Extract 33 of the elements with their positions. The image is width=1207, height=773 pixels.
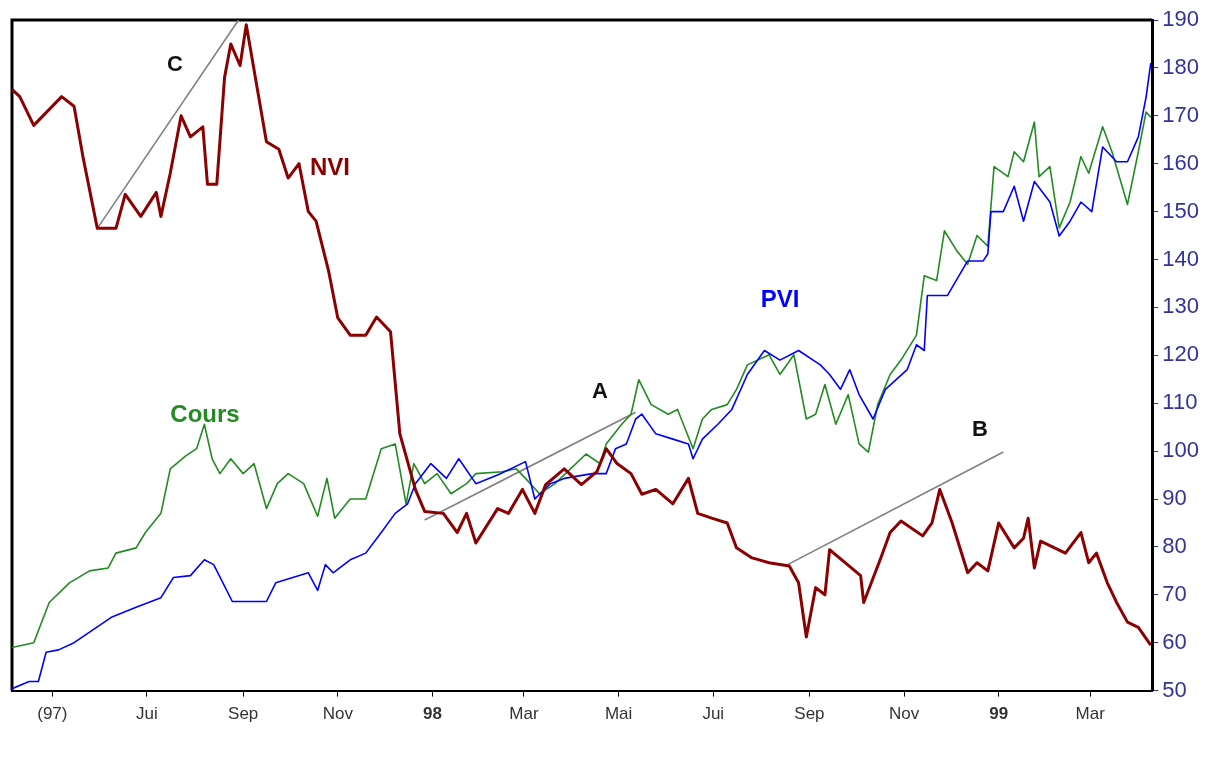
y-tick-label: 100 [1162,437,1200,463]
x-tick-label: Sep [228,704,259,724]
series-label: NVI [309,152,351,180]
y-tick-label: 120 [1162,341,1200,367]
y-tick-label: 130 [1162,293,1200,319]
y-tick-label: 50 [1162,676,1187,702]
y-tick-label: 140 [1162,245,1200,271]
y-tick-label: 110 [1162,389,1198,415]
series-label: Cours [170,399,240,427]
x-tick-label: Jui [702,704,725,724]
x-tick-label: Mar [509,704,539,724]
x-tick-label: Nov [888,704,920,724]
y-tick-label: 190 [1162,6,1200,32]
y-tick-label: 150 [1162,197,1200,223]
y-tick-label: 70 [1162,580,1187,606]
annotation: A [592,378,609,404]
x-tick-label: (97) [37,704,68,724]
annotation: B [972,416,988,442]
x-tick-label: Mar [1075,704,1106,724]
x-tick-label: 99 [989,704,1009,724]
annotation: C [167,51,184,77]
y-tick-label: 80 [1162,532,1187,558]
x-tick-label: Sep [794,704,825,724]
y-tick-label: 160 [1162,149,1200,175]
x-tick-label: Jui [136,704,158,724]
x-tick-label: Nov [322,704,354,724]
x-tick-label: Mai [604,704,633,724]
series-label: PVI [760,284,800,312]
y-tick-label: 60 [1162,628,1187,654]
y-tick-label: 170 [1162,101,1200,127]
x-tick-label: 98 [422,704,442,724]
y-tick-label: 90 [1162,485,1187,511]
y-tick-label: 180 [1162,53,1200,79]
